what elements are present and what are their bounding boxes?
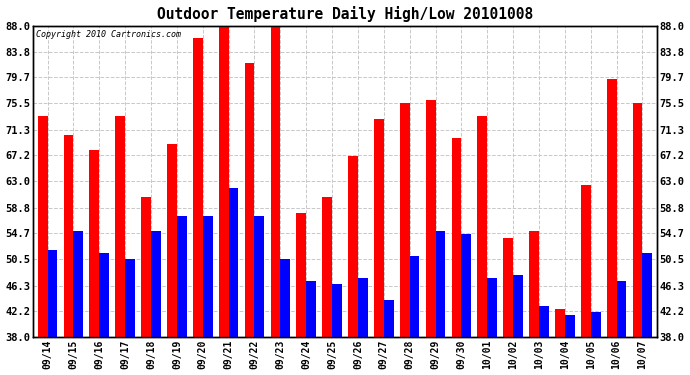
Bar — [348, 156, 358, 337]
Bar — [306, 281, 316, 337]
Bar — [219, 22, 228, 337]
Bar — [591, 312, 600, 337]
Bar — [477, 116, 487, 337]
Bar — [48, 250, 57, 337]
Bar — [435, 231, 445, 337]
Bar — [228, 188, 239, 337]
Bar — [177, 216, 187, 337]
Bar — [358, 278, 368, 337]
Bar — [374, 119, 384, 337]
Bar — [280, 260, 290, 337]
Bar — [400, 104, 410, 337]
Bar — [565, 315, 575, 337]
Title: Outdoor Temperature Daily High/Low 20101008: Outdoor Temperature Daily High/Low 20101… — [157, 6, 533, 21]
Bar — [99, 253, 109, 337]
Bar — [410, 256, 420, 337]
Bar — [167, 144, 177, 337]
Bar — [462, 234, 471, 337]
Bar — [297, 213, 306, 337]
Bar — [125, 260, 135, 337]
Bar — [539, 306, 549, 337]
Bar — [38, 116, 48, 337]
Bar — [63, 135, 73, 337]
Bar — [203, 216, 213, 337]
Bar — [581, 184, 591, 337]
Bar — [384, 300, 393, 337]
Bar — [513, 275, 523, 337]
Bar — [151, 231, 161, 337]
Bar — [426, 100, 435, 337]
Bar — [115, 116, 125, 337]
Bar — [503, 237, 513, 337]
Text: Copyright 2010 Cartronics.com: Copyright 2010 Cartronics.com — [37, 30, 181, 39]
Bar — [332, 284, 342, 337]
Bar — [633, 104, 642, 337]
Bar — [555, 309, 565, 337]
Bar — [193, 38, 203, 337]
Bar — [642, 253, 652, 337]
Bar — [90, 150, 99, 337]
Bar — [255, 216, 264, 337]
Bar — [322, 197, 332, 337]
Bar — [451, 138, 462, 337]
Bar — [141, 197, 151, 337]
Bar — [487, 278, 497, 337]
Bar — [617, 281, 627, 337]
Bar — [73, 231, 83, 337]
Bar — [270, 19, 280, 337]
Bar — [607, 78, 617, 337]
Bar — [245, 63, 255, 337]
Bar — [529, 231, 539, 337]
